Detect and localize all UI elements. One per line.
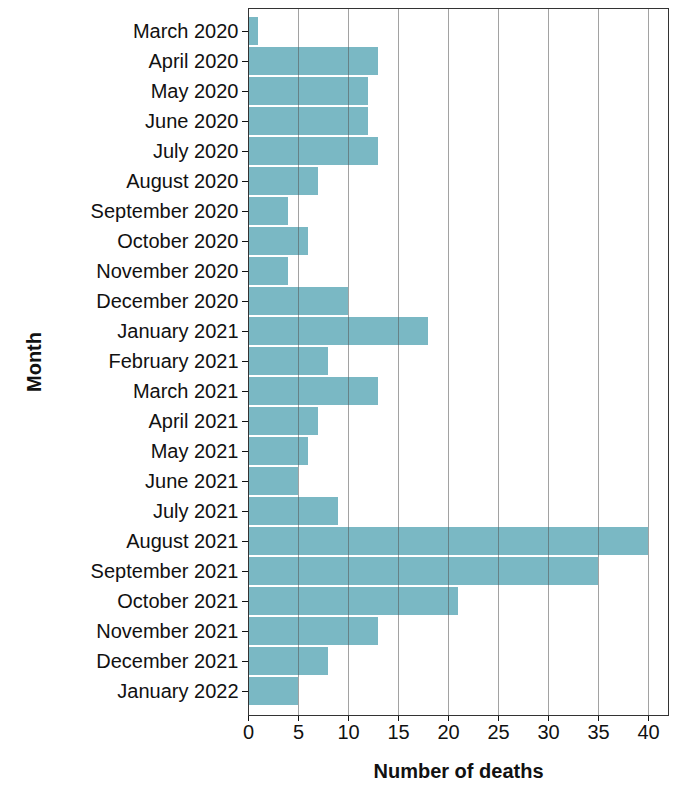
svg-text:April 2021: April 2021 <box>148 410 238 432</box>
svg-text:15: 15 <box>387 721 409 743</box>
svg-text:0: 0 <box>243 721 254 743</box>
svg-text:November 2021: November 2021 <box>96 620 238 642</box>
svg-text:Month: Month <box>23 332 45 392</box>
svg-text:March 2021: March 2021 <box>133 380 239 402</box>
svg-text:February 2021: February 2021 <box>108 350 238 372</box>
svg-text:January 2022: January 2022 <box>117 680 238 702</box>
svg-text:20: 20 <box>437 721 459 743</box>
svg-text:March 2020: March 2020 <box>133 20 239 42</box>
svg-text:May 2021: May 2021 <box>151 440 239 462</box>
svg-text:5: 5 <box>293 721 304 743</box>
svg-text:Number of deaths: Number of deaths <box>373 760 543 782</box>
svg-text:June 2020: June 2020 <box>145 110 238 132</box>
svg-text:April 2020: April 2020 <box>148 50 238 72</box>
svg-text:40: 40 <box>637 721 659 743</box>
svg-text:May 2020: May 2020 <box>151 80 239 102</box>
svg-text:July 2020: July 2020 <box>153 140 239 162</box>
svg-text:November 2020: November 2020 <box>96 260 238 282</box>
svg-text:September 2020: September 2020 <box>91 200 239 222</box>
svg-text:October 2021: October 2021 <box>117 590 238 612</box>
svg-text:August 2021: August 2021 <box>126 530 238 552</box>
svg-text:October 2020: October 2020 <box>117 230 238 252</box>
svg-text:35: 35 <box>587 721 609 743</box>
svg-text:June 2021: June 2021 <box>145 470 238 492</box>
svg-text:December 2021: December 2021 <box>96 650 238 672</box>
svg-text:December 2020: December 2020 <box>96 290 238 312</box>
svg-text:August 2020: August 2020 <box>126 170 238 192</box>
svg-text:10: 10 <box>337 721 359 743</box>
svg-text:30: 30 <box>537 721 559 743</box>
svg-text:July 2021: July 2021 <box>153 500 239 522</box>
svg-text:January 2021: January 2021 <box>117 320 238 342</box>
svg-text:25: 25 <box>487 721 509 743</box>
svg-text:September 2021: September 2021 <box>91 560 239 582</box>
